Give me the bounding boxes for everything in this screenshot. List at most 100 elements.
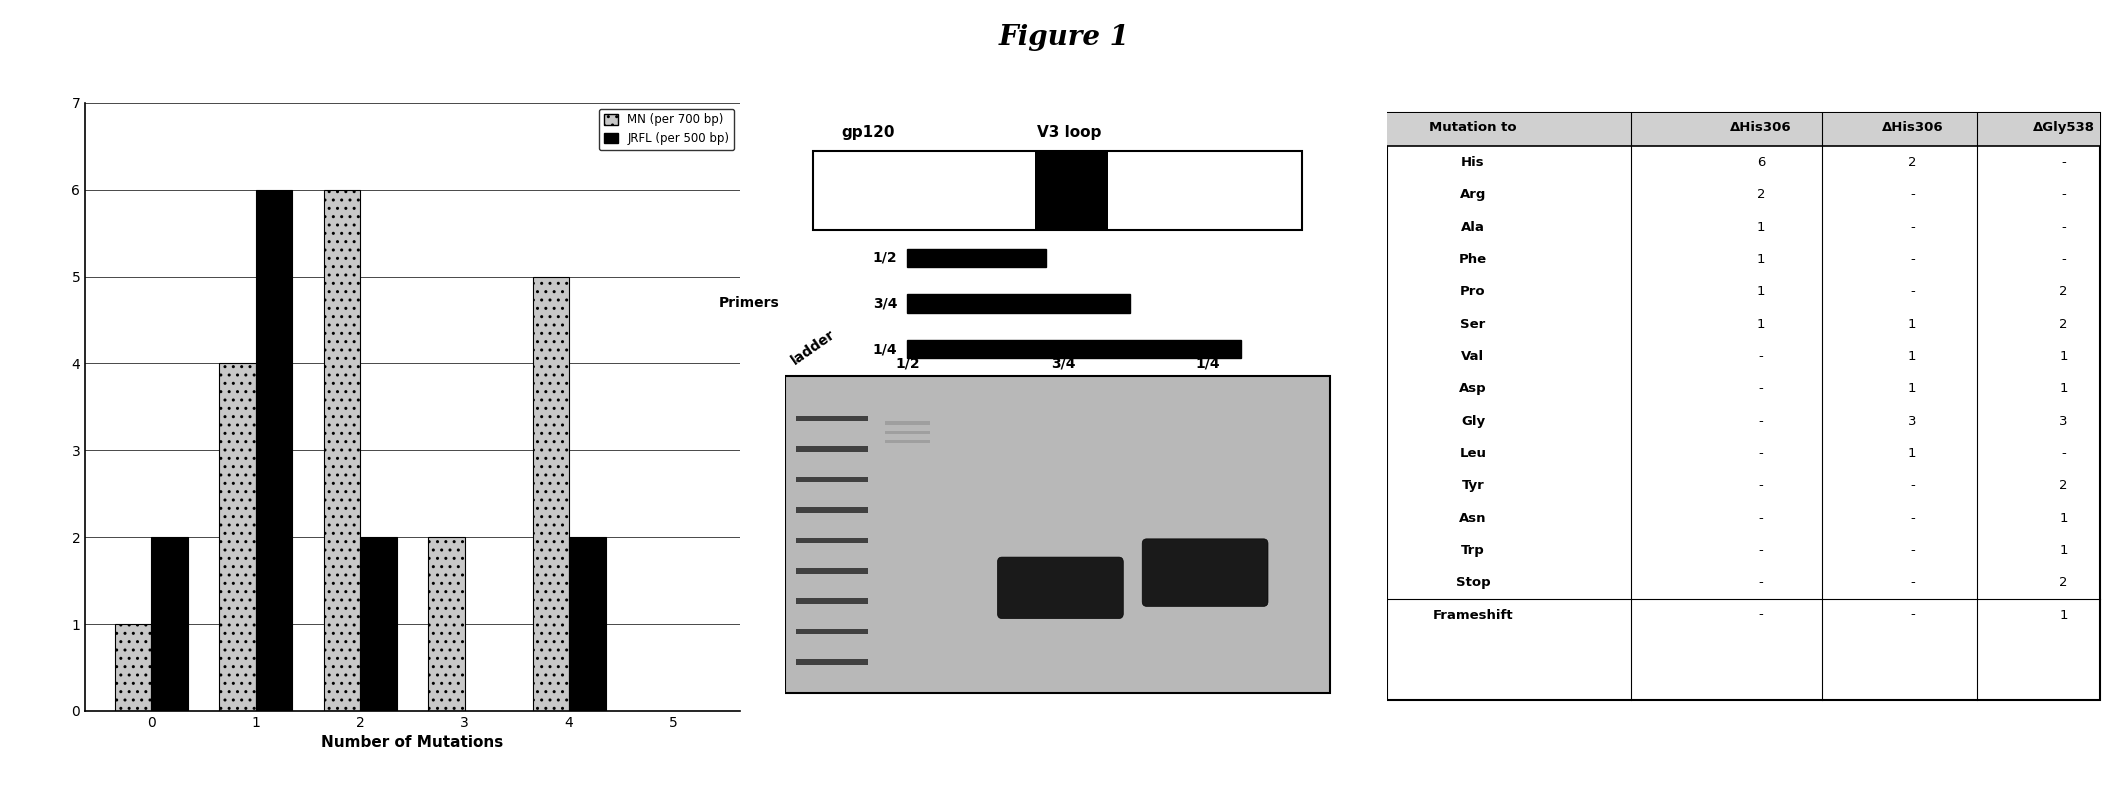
Text: -: -: [1758, 608, 1764, 622]
Bar: [785, 377, 1330, 693]
Text: 2: 2: [1758, 188, 1766, 201]
Text: -: -: [1911, 220, 1915, 234]
Text: 1: 1: [2060, 382, 2068, 395]
Text: -: -: [1911, 512, 1915, 525]
Text: Val: Val: [1462, 350, 1485, 363]
Text: Primers: Primers: [719, 296, 779, 310]
Text: 3: 3: [2060, 415, 2068, 427]
Bar: [219, 363, 255, 711]
Text: 1: 1: [1909, 447, 1917, 460]
Text: -: -: [1758, 415, 1764, 427]
Text: -: -: [1911, 285, 1915, 299]
Text: -: -: [1758, 544, 1764, 557]
Text: 1/2: 1/2: [872, 250, 898, 265]
Text: 1: 1: [2060, 350, 2068, 363]
Text: Stop: Stop: [1456, 576, 1490, 589]
Bar: [796, 446, 868, 452]
Text: 2: 2: [2060, 576, 2068, 589]
Text: -: -: [2062, 220, 2066, 234]
Text: 1/4: 1/4: [872, 342, 898, 356]
Bar: [907, 249, 1047, 267]
Bar: [796, 507, 868, 513]
Text: Asn: Asn: [1460, 512, 1487, 525]
Text: Frameshift: Frameshift: [1432, 608, 1513, 622]
Text: Pro: Pro: [1460, 285, 1485, 299]
Text: 1: 1: [1909, 382, 1917, 395]
Text: V3 loop: V3 loop: [1036, 126, 1100, 141]
Text: Leu: Leu: [1460, 447, 1487, 460]
Bar: [885, 440, 930, 443]
Text: -: -: [1758, 382, 1764, 395]
Text: -: -: [1758, 447, 1764, 460]
Text: 1/2: 1/2: [896, 356, 919, 371]
Bar: [796, 477, 868, 482]
Bar: [813, 152, 1302, 231]
Bar: [255, 190, 292, 711]
Bar: [796, 599, 868, 604]
Text: Tyr: Tyr: [1462, 480, 1485, 492]
Bar: [796, 416, 868, 421]
Text: ladder: ladder: [787, 327, 836, 367]
Text: Mutation to: Mutation to: [1430, 121, 1517, 134]
Text: 1: 1: [1758, 285, 1766, 299]
Text: 6: 6: [1758, 156, 1766, 169]
Text: -: -: [1911, 188, 1915, 201]
Bar: [796, 660, 868, 664]
Text: Gly: Gly: [1462, 415, 1485, 427]
Text: -: -: [2062, 447, 2066, 460]
Bar: [1387, 113, 2100, 146]
Text: gp120: gp120: [843, 126, 896, 141]
Bar: [323, 190, 360, 711]
Bar: [428, 537, 464, 711]
Text: 1: 1: [1909, 318, 1917, 331]
Bar: [885, 421, 930, 425]
Text: 1: 1: [1758, 318, 1766, 331]
Bar: [796, 538, 868, 543]
Text: -: -: [1758, 480, 1764, 492]
Text: 2: 2: [2060, 480, 2068, 492]
Text: -: -: [1758, 350, 1764, 363]
Text: 1: 1: [2060, 544, 2068, 557]
Text: -: -: [1911, 544, 1915, 557]
Text: -: -: [1911, 608, 1915, 622]
Text: 2: 2: [2060, 285, 2068, 299]
Text: Arg: Arg: [1460, 188, 1485, 201]
Bar: [568, 537, 606, 711]
Text: Ala: Ala: [1462, 220, 1485, 234]
Text: 1: 1: [1909, 350, 1917, 363]
Text: ΔHis306: ΔHis306: [1730, 121, 1792, 134]
FancyBboxPatch shape: [1143, 539, 1268, 607]
Text: 1: 1: [1758, 253, 1766, 266]
FancyBboxPatch shape: [998, 557, 1124, 619]
Text: ΔHis306: ΔHis306: [1881, 121, 1943, 134]
Text: 1: 1: [2060, 608, 2068, 622]
Text: His: His: [1462, 156, 1485, 169]
Text: Trp: Trp: [1462, 544, 1485, 557]
Text: 1: 1: [2060, 512, 2068, 525]
Bar: [532, 276, 568, 711]
Text: 1/4: 1/4: [1196, 356, 1219, 371]
Bar: [360, 537, 396, 711]
Text: -: -: [1911, 480, 1915, 492]
Bar: [907, 340, 1241, 358]
Legend: MN (per 700 bp), JRFL (per 500 bp): MN (per 700 bp), JRFL (per 500 bp): [598, 108, 734, 150]
Bar: [115, 624, 151, 711]
Text: 2: 2: [2060, 318, 2068, 331]
Text: 3/4: 3/4: [872, 296, 898, 310]
Text: Figure 1: Figure 1: [998, 24, 1130, 51]
Text: -: -: [1911, 576, 1915, 589]
Text: Phe: Phe: [1460, 253, 1487, 266]
Bar: [1036, 152, 1109, 231]
Text: Asp: Asp: [1460, 382, 1487, 395]
Text: -: -: [1758, 576, 1764, 589]
Bar: [151, 537, 187, 711]
Text: 3: 3: [1909, 415, 1917, 427]
Bar: [885, 431, 930, 434]
Text: ΔGly538: ΔGly538: [2032, 121, 2094, 134]
Text: 3/4: 3/4: [1051, 356, 1075, 371]
Text: -: -: [2062, 188, 2066, 201]
Bar: [796, 568, 868, 574]
Bar: [796, 629, 868, 634]
Text: Ser: Ser: [1460, 318, 1485, 331]
Text: -: -: [2062, 253, 2066, 266]
